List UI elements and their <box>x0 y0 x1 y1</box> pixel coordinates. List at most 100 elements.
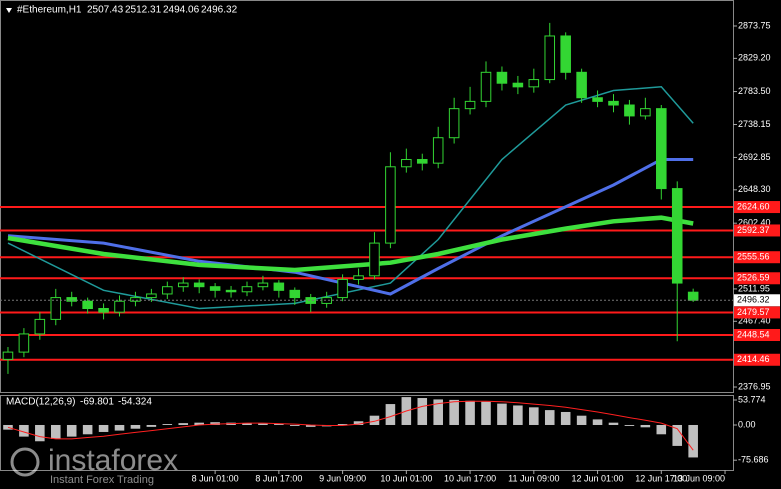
watermark-logo <box>10 447 40 477</box>
candle-body <box>416 159 428 164</box>
moving-average <box>7 86 694 310</box>
candle-body <box>353 275 364 280</box>
ohlc-close: 2496.32 <box>201 5 238 16</box>
macd-bar <box>305 424 316 427</box>
y-tick-label: 2511.95 <box>738 283 770 293</box>
candle-body <box>608 100 619 106</box>
macd-bar <box>529 407 539 425</box>
macd-title: MACD(12,26,9) <box>6 397 75 408</box>
level-label: 2526.59 <box>737 273 770 283</box>
candle-body <box>369 242 380 277</box>
level-tag <box>734 224 780 237</box>
candle-body <box>225 289 237 293</box>
candle-body <box>592 97 603 102</box>
candle-body <box>193 282 205 288</box>
macd-bar <box>290 424 300 426</box>
ohlc-low: 2494.06 <box>163 5 200 16</box>
macd-bar <box>98 424 109 432</box>
macd-frame <box>0 395 734 471</box>
macd-bar <box>624 424 635 426</box>
macd-bar <box>130 424 141 429</box>
macd-bar <box>576 415 587 425</box>
candle-body <box>177 282 189 288</box>
candle-body <box>464 100 476 110</box>
y-tick-label: 53.774 <box>738 394 766 404</box>
candle-body <box>2 351 14 360</box>
candle-body <box>289 289 301 299</box>
candle-body <box>496 71 508 84</box>
macd-bar <box>592 419 603 425</box>
candle-body <box>401 159 412 168</box>
x-tick-label: 13 Jun 09:00 <box>673 473 725 483</box>
main-frame <box>0 0 734 393</box>
level-label: 2624.60 <box>737 201 770 211</box>
macd-signal: -54.324 <box>118 397 152 408</box>
macd-bar <box>114 424 125 431</box>
candle-body <box>146 293 157 299</box>
macd-bar <box>242 423 252 425</box>
candle-body <box>671 188 683 284</box>
macd-bar <box>210 422 220 425</box>
watermark-brand: instaforex <box>48 444 178 477</box>
candle-body <box>241 286 253 293</box>
level-label: 2555.56 <box>737 252 770 262</box>
candle-body <box>687 291 699 301</box>
level-tag <box>734 353 780 366</box>
macd-bar <box>640 424 651 428</box>
macd-bar <box>544 410 555 425</box>
macd-bar <box>353 421 364 425</box>
candle-body <box>640 108 651 117</box>
y-tick-label: 2829.20 <box>738 53 771 63</box>
y-tick-label: 2738.15 <box>738 119 771 129</box>
candle-body <box>209 286 221 291</box>
macd-bar <box>3 424 13 430</box>
candle-body <box>34 318 46 335</box>
macd-bar <box>258 423 268 425</box>
y-tick-label: 2467.40 <box>738 316 771 326</box>
macd-bar <box>417 398 428 425</box>
symbol: #Ethereum,H1 <box>17 5 82 16</box>
y-tick-label: 2783.50 <box>738 86 771 96</box>
candle-body <box>273 282 285 291</box>
x-tick-label: 9 Jun 09:00 <box>319 473 366 483</box>
level-tag <box>734 306 780 319</box>
y-tick-label: 2648.30 <box>738 184 771 194</box>
level-tag <box>734 272 780 285</box>
level-label: 2448.54 <box>737 329 770 339</box>
x-tick-label: 10 Jun 17:00 <box>444 473 496 483</box>
macd-bar <box>162 424 173 425</box>
candle-body <box>98 307 109 313</box>
level-tag <box>734 251 780 264</box>
macd-bar <box>688 424 698 458</box>
y-tick-label: -75.686 <box>738 455 769 465</box>
candle-body <box>656 108 667 190</box>
candle-body <box>528 79 540 88</box>
level-label: 2479.57 <box>737 307 770 317</box>
signal-line <box>7 400 694 451</box>
candle-body <box>544 35 556 81</box>
watermark-tagline: Instant Forex Trading <box>50 474 154 486</box>
marks: 2873.75 2829.20 2783.50 2738.15 2692.85 2648.… <box>0 20 780 483</box>
macd-bar <box>672 424 683 446</box>
x-tick-label: 11 Jun 09:00 <box>508 473 559 483</box>
ohlc-open: 2507.43 <box>87 5 124 16</box>
x-tick-label: 8 Jun 01:00 <box>192 473 239 483</box>
candle-body <box>66 297 77 302</box>
macd-bar <box>465 400 475 425</box>
macd-bar <box>369 415 380 425</box>
macd-bar <box>497 403 507 425</box>
macd-bar <box>146 424 157 427</box>
price-tag <box>734 294 780 307</box>
y-tick-label: 2873.75 <box>738 20 771 30</box>
macd-bar <box>194 422 204 425</box>
moving-average <box>7 215 694 273</box>
candle-body <box>82 300 93 309</box>
macd-bar <box>19 424 29 437</box>
candle-body <box>560 35 571 73</box>
candle-body <box>50 297 62 320</box>
macd-value: -69.801 <box>80 397 114 408</box>
y-tick-label: 2376.95 <box>738 381 771 391</box>
candle-body <box>257 282 269 288</box>
candle-body <box>448 108 460 139</box>
y-tick-label: 0.00 <box>738 419 756 429</box>
